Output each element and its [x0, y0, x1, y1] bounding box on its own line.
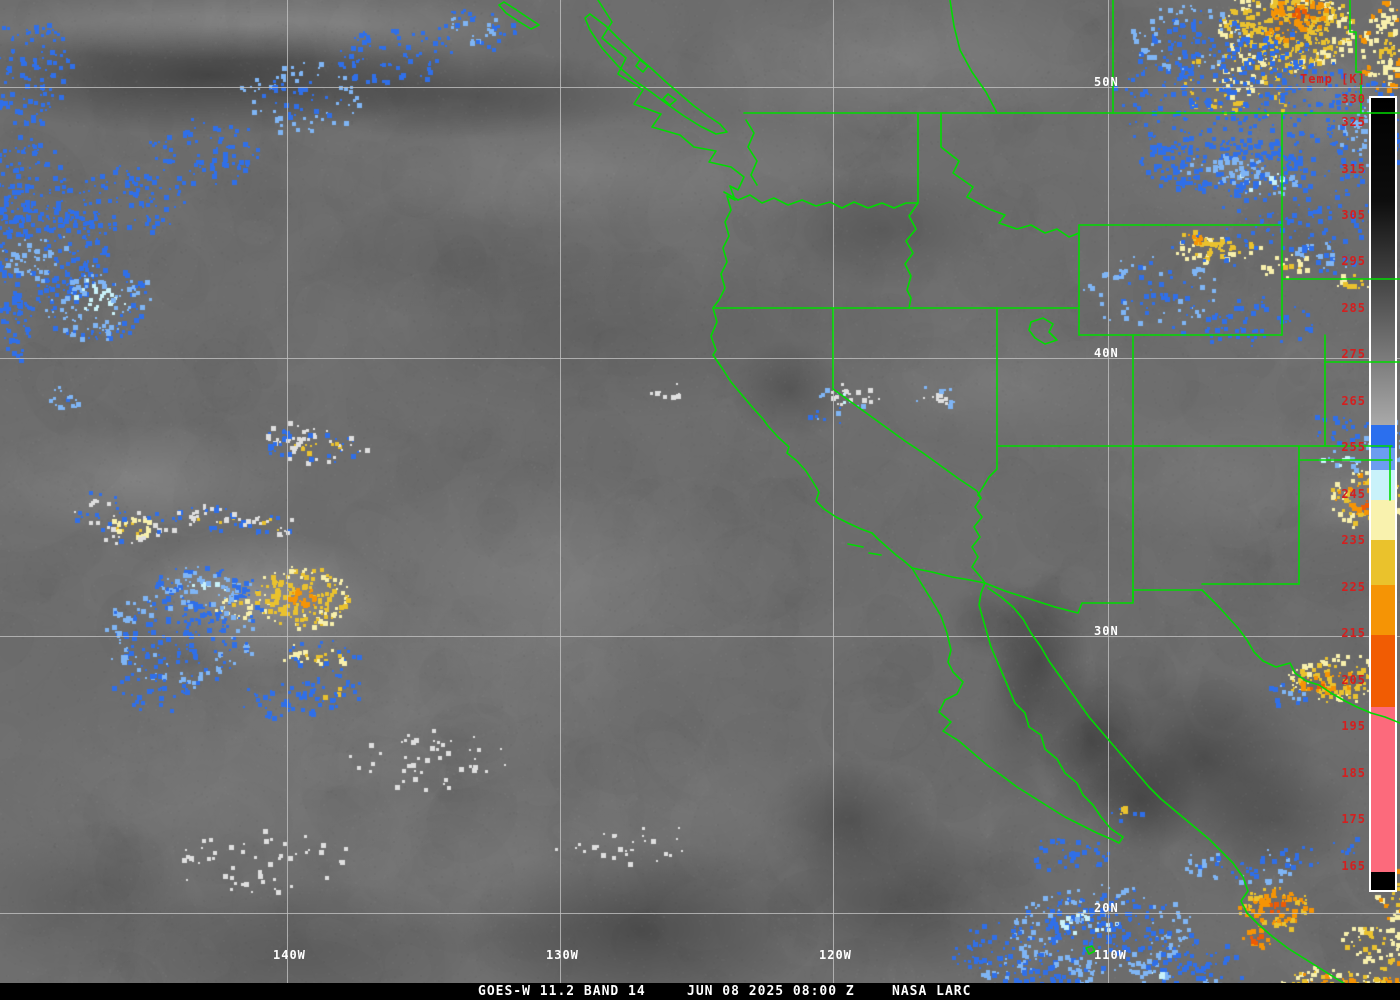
colorbar-gradient	[1371, 98, 1395, 890]
caption-bar: GOES-W 11.2 BAND 14 JUN 08 2025 08:00 Z …	[0, 983, 1400, 1000]
caption-datetime: JUN 08 2025 08:00 Z	[687, 984, 855, 999]
colorbar	[1369, 96, 1397, 892]
caption-product-name: GOES-W 11.2 BAND 14	[478, 984, 646, 999]
caption-credit: NASA LARC	[892, 984, 972, 999]
